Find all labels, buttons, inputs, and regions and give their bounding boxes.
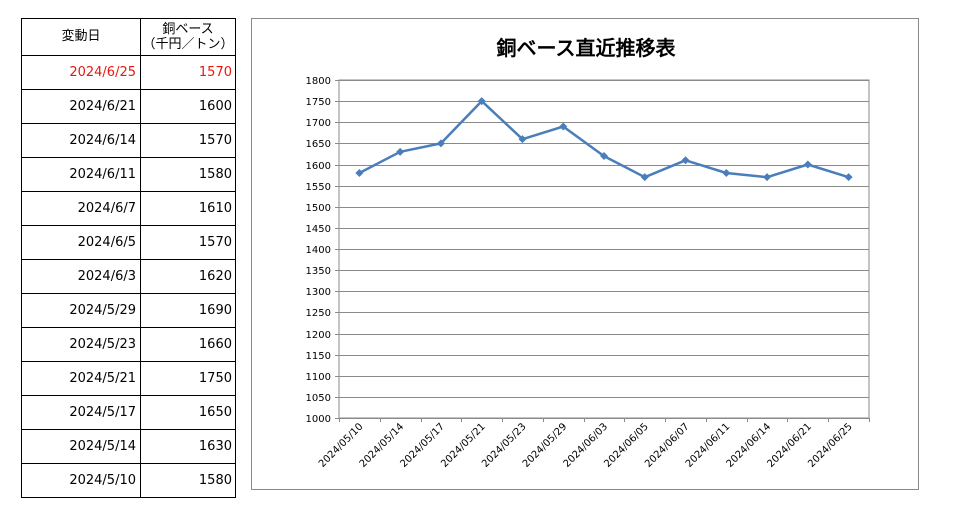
y-tick-label: 1350 bbox=[306, 266, 331, 277]
row-value: 1650 bbox=[140, 395, 236, 430]
row-date: 2024/5/10 bbox=[21, 463, 141, 498]
row-value: 1600 bbox=[140, 89, 236, 124]
row-date: 2024/6/11 bbox=[21, 157, 141, 192]
data-point bbox=[640, 173, 649, 182]
data-point bbox=[436, 139, 445, 148]
row-value: 1580 bbox=[140, 157, 236, 192]
row-date: 2024/5/21 bbox=[21, 361, 141, 396]
row-value: 1750 bbox=[140, 361, 236, 396]
row-date: 2024/5/14 bbox=[21, 429, 141, 464]
data-point bbox=[681, 156, 690, 165]
row-value: 1570 bbox=[140, 123, 236, 158]
row-value: 1570 bbox=[140, 225, 236, 260]
y-tick-label: 1800 bbox=[306, 76, 331, 87]
table-row: 2024/6/25 1570 bbox=[21, 55, 236, 90]
y-tick-label: 1150 bbox=[306, 351, 331, 362]
table-row: 2024/6/7 1610 bbox=[21, 191, 236, 226]
header-value-unit: （千円／トン） bbox=[142, 37, 234, 52]
row-date: 2024/6/21 bbox=[21, 89, 141, 124]
data-point bbox=[396, 147, 405, 156]
data-point bbox=[722, 168, 731, 177]
y-tick-label: 1400 bbox=[306, 245, 331, 256]
table-row: 2024/5/17 1650 bbox=[21, 395, 236, 430]
row-date: 2024/5/17 bbox=[21, 395, 141, 430]
chart-title: 銅ベース直近推移表 bbox=[497, 36, 677, 60]
y-tick-label: 1750 bbox=[306, 97, 331, 108]
table-row: 2024/5/23 1660 bbox=[21, 327, 236, 362]
row-date: 2024/5/23 bbox=[21, 327, 141, 362]
data-point bbox=[518, 135, 527, 144]
data-point bbox=[600, 152, 608, 161]
y-tick-label: 1000 bbox=[306, 414, 331, 425]
table-body: 2024/6/25 1570 2024/6/21 1600 2024/6/14 1570 2… bbox=[21, 55, 236, 498]
row-value: 1630 bbox=[140, 429, 236, 464]
y-tick-label: 1600 bbox=[306, 161, 331, 172]
header-value-title: 銅ベース bbox=[162, 22, 214, 37]
table-row: 2024/6/21 1600 bbox=[21, 89, 236, 124]
row-value: 1620 bbox=[140, 259, 236, 294]
row-date: 2024/5/29 bbox=[21, 293, 141, 328]
header-date: 変動日 bbox=[21, 18, 141, 56]
y-tick-label: 1200 bbox=[306, 330, 331, 341]
table-row: 2024/5/29 1690 bbox=[21, 293, 236, 328]
row-date: 2024/6/7 bbox=[21, 191, 141, 226]
row-value: 1660 bbox=[140, 327, 236, 362]
row-date: 2024/6/5 bbox=[21, 225, 141, 260]
data-point bbox=[763, 173, 772, 182]
line-chart: 1000 1050 1100 1150 1200 1250 1300 1350 1400 1450… bbox=[306, 36, 870, 470]
row-value: 1690 bbox=[140, 293, 236, 328]
table-row: 2024/6/14 1570 bbox=[21, 123, 236, 158]
y-tick-label: 1050 bbox=[306, 393, 331, 404]
row-value: 1610 bbox=[140, 191, 236, 226]
data-point bbox=[803, 160, 812, 169]
y-tick-label: 1450 bbox=[306, 224, 331, 235]
data-point bbox=[559, 122, 568, 131]
y-tick-label: 1550 bbox=[306, 182, 331, 193]
table-row: 2024/5/10 1580 bbox=[21, 463, 236, 498]
row-value: 1570 bbox=[140, 55, 236, 90]
row-date: 2024/6/3 bbox=[21, 259, 141, 294]
row-date: 2024/6/14 bbox=[21, 123, 141, 158]
y-tick-label: 1650 bbox=[306, 139, 331, 150]
table-row: 2024/5/14 1630 bbox=[21, 429, 236, 464]
table-header-row: 変動日 銅ベース （千円／トン） bbox=[21, 18, 236, 56]
y-tick-label: 1300 bbox=[306, 287, 331, 298]
y-tick-label: 1250 bbox=[306, 308, 331, 319]
data-point bbox=[477, 97, 486, 106]
table-row: 2024/6/11 1580 bbox=[21, 157, 236, 192]
table-row: 2024/6/3 1620 bbox=[21, 259, 236, 294]
table-row: 2024/6/5 1570 bbox=[21, 225, 236, 260]
header-value: 銅ベース （千円／トン） bbox=[140, 18, 236, 56]
data-point bbox=[844, 173, 853, 182]
data-point bbox=[355, 168, 364, 177]
table-row: 2024/5/21 1750 bbox=[21, 361, 236, 396]
row-date: 2024/6/25 bbox=[21, 55, 141, 90]
price-table: 変動日 銅ベース （千円／トン） 2024/6/25 1570 2024/6/21 1… bbox=[21, 18, 236, 498]
y-tick-label: 1700 bbox=[306, 118, 331, 129]
row-value: 1580 bbox=[140, 463, 236, 498]
y-tick-label: 1500 bbox=[306, 203, 331, 214]
chart-frame: 1000 1050 1100 1150 1200 1250 1300 1350 1400 1450… bbox=[251, 18, 919, 490]
y-tick-label: 1100 bbox=[306, 372, 331, 383]
